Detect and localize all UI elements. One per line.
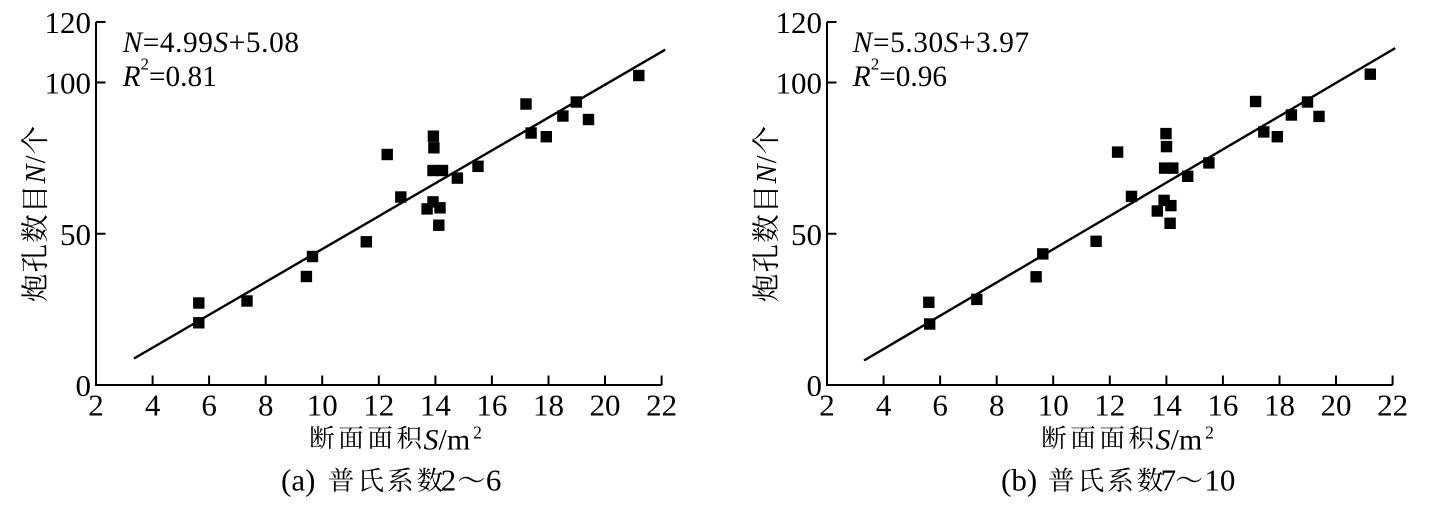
svg-text:7: 7 [1161, 463, 1177, 498]
svg-text:2: 2 [1205, 423, 1214, 443]
svg-text:N: N [752, 163, 783, 185]
svg-text:20: 20 [1321, 388, 1352, 423]
svg-text:10: 10 [307, 388, 338, 423]
svg-text:S: S [424, 424, 439, 457]
svg-text:N=5.30S+3.97: N=5.30S+3.97 [852, 27, 1030, 59]
svg-text:50: 50 [791, 217, 822, 252]
svg-text:4: 4 [145, 388, 161, 423]
svg-text:12: 12 [363, 388, 394, 423]
svg-text:16: 16 [476, 388, 507, 423]
svg-text:10: 10 [1204, 463, 1235, 498]
svg-text:(a): (a) [281, 463, 315, 498]
svg-text:50: 50 [60, 217, 91, 252]
svg-text:/: / [21, 155, 52, 163]
svg-text:22: 22 [646, 388, 677, 423]
svg-text:20: 20 [590, 388, 621, 423]
svg-text:8: 8 [258, 388, 274, 423]
svg-text:22: 22 [1377, 388, 1408, 423]
svg-text:6: 6 [932, 388, 948, 423]
svg-text:0: 0 [76, 368, 92, 403]
svg-text:12: 12 [1094, 388, 1125, 423]
svg-text:R2=0.81: R2=0.81 [122, 55, 217, 93]
svg-text:S: S [1156, 424, 1171, 457]
svg-text:4: 4 [876, 388, 892, 423]
svg-text:2: 2 [819, 388, 835, 423]
svg-text:10: 10 [1038, 388, 1069, 423]
svg-text:8: 8 [989, 388, 1005, 423]
svg-text:/m: /m [439, 424, 471, 457]
svg-text:100: 100 [776, 66, 823, 101]
svg-text:120: 120 [776, 5, 823, 40]
svg-text:2: 2 [441, 463, 457, 498]
svg-text:/m: /m [1171, 424, 1203, 457]
svg-text:2: 2 [473, 423, 482, 443]
svg-text:120: 120 [45, 5, 92, 40]
svg-text:N=4.99S+5.08: N=4.99S+5.08 [122, 27, 300, 59]
svg-text:100: 100 [45, 66, 92, 101]
svg-text:16: 16 [1207, 388, 1238, 423]
svg-text:14: 14 [420, 388, 452, 423]
svg-text:6: 6 [201, 388, 217, 423]
svg-text:R2=0.96: R2=0.96 [852, 55, 947, 93]
svg-text:18: 18 [1264, 388, 1295, 423]
svg-text:14: 14 [1151, 388, 1183, 423]
svg-text:N: N [21, 163, 52, 185]
svg-text:0: 0 [807, 368, 823, 403]
svg-text:6: 6 [486, 463, 502, 498]
svg-text:2: 2 [88, 388, 104, 423]
svg-text:18: 18 [533, 388, 564, 423]
svg-text:/: / [752, 155, 783, 163]
svg-text:(b): (b) [1001, 463, 1037, 498]
